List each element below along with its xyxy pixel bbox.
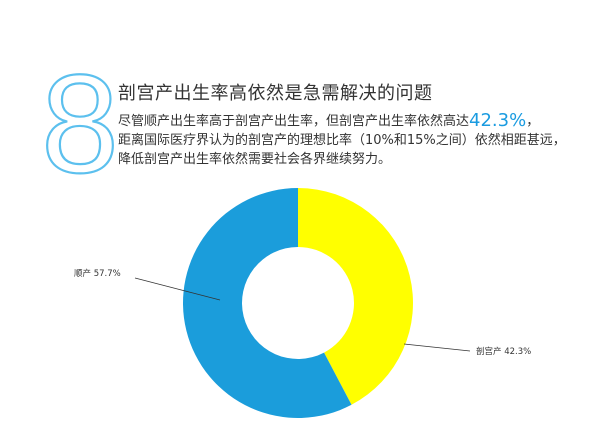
- body-line-1-text: 尽管顺产出生率高于剖宫产出生率，但剖宫产出生率依然高达: [118, 114, 470, 129]
- leader-line-1: [134, 277, 221, 301]
- slice-label-1: 顺产 57.7%: [74, 268, 121, 279]
- leader-line-0: [403, 343, 471, 352]
- donut-slices: [182, 188, 413, 419]
- slice-label-0: 剖宫产 42.3%: [476, 346, 531, 357]
- big-number-eight: 8: [40, 60, 120, 180]
- body-line-1: 尽管顺产出生率高于剖宫产出生率，但剖宫产出生率依然高达42.3%，: [118, 111, 588, 131]
- body-line-2: 距离国际医疗界认为的剖宫产的理想比率（10%和15%之间）依然相距甚远，: [118, 133, 566, 148]
- page-title: 剖宫产出生率高依然是急需解决的问题: [118, 83, 433, 104]
- slice-labels: 剖宫产 42.3% 顺产 57.7%: [74, 268, 531, 357]
- slice-0: [298, 188, 413, 405]
- body-paragraph: 尽管顺产出生率高于剖宫产出生率，但剖宫产出生率依然高达42.3%， 距离国际医疗…: [118, 111, 588, 169]
- highlight-percentage: 42.3%: [469, 110, 527, 131]
- leader-lines: [134, 277, 471, 352]
- body-line-3: 降低剖宫产出生率依然需要社会各界继续努力。: [118, 152, 392, 167]
- body-line-1-tail: ，: [526, 114, 540, 129]
- big-number-text: 8: [41, 60, 119, 180]
- slice-1: [182, 188, 352, 419]
